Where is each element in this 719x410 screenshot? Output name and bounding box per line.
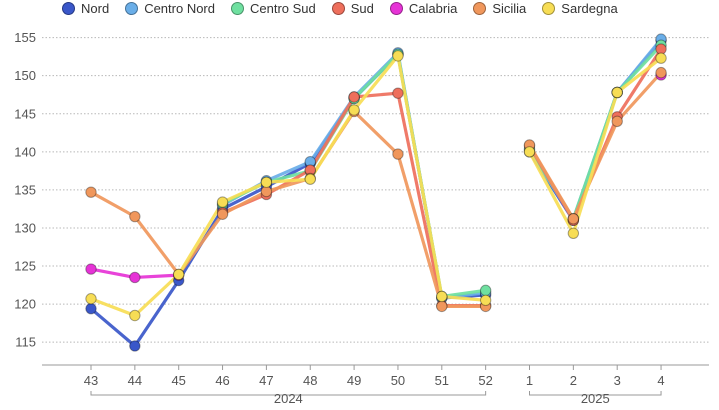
data-point-sicilia bbox=[85, 186, 97, 198]
y-tick-label: 140 bbox=[14, 144, 36, 159]
data-point-sardegna bbox=[85, 293, 97, 305]
data-point-sardegna bbox=[392, 50, 404, 62]
data-point-sardegna bbox=[611, 86, 623, 99]
data-point-sardegna bbox=[173, 268, 185, 281]
data-point-sardegna bbox=[348, 104, 360, 116]
legend-label: Calabria bbox=[408, 0, 458, 16]
x-tick-label: 44 bbox=[128, 373, 142, 388]
series-points bbox=[85, 33, 667, 352]
x-tick-label: 50 bbox=[391, 373, 405, 388]
chart-legend: Nord Centro Nord Centro Sud Sud Calabria… bbox=[62, 0, 634, 16]
y-tick-label: 155 bbox=[14, 30, 36, 45]
legend-swatch bbox=[62, 1, 75, 15]
series-line-sardegna bbox=[89, 54, 488, 318]
x-tick-label: 52 bbox=[478, 373, 492, 388]
data-point-sud bbox=[392, 87, 404, 99]
data-point-sicilia bbox=[611, 115, 623, 128]
y-tick-label: 150 bbox=[14, 68, 36, 83]
data-point-sicilia bbox=[216, 208, 229, 220]
series-lines bbox=[89, 37, 663, 348]
x-tick-label: 43 bbox=[84, 373, 98, 388]
series-line-centro-nord bbox=[220, 51, 488, 300]
legend-swatch bbox=[125, 1, 139, 15]
series-line-sardegna bbox=[527, 56, 663, 235]
x-tick-label: 46 bbox=[215, 373, 229, 388]
legend-swatch bbox=[389, 1, 403, 15]
data-point-sardegna bbox=[567, 227, 580, 239]
data-point-nord bbox=[85, 302, 97, 315]
legend-label: Centro Nord bbox=[144, 0, 215, 16]
data-point-sicilia bbox=[392, 148, 404, 160]
legend-label: Sardegna bbox=[561, 0, 618, 16]
data-point-sicilia bbox=[129, 210, 141, 223]
x-tick-label: 47 bbox=[259, 373, 273, 388]
x-tick-label: 1 bbox=[526, 373, 533, 388]
legend-item-sicilia[interactable]: Sicilia bbox=[473, 1, 526, 16]
data-point-sardegna bbox=[216, 196, 229, 208]
legend-label: Centro Sud bbox=[250, 0, 316, 16]
year-label: 2025 bbox=[581, 391, 610, 406]
x-tick-label: 48 bbox=[303, 373, 317, 388]
year-bracket bbox=[529, 391, 662, 396]
x-tick-label: 45 bbox=[171, 373, 185, 388]
data-point-sardegna bbox=[260, 176, 273, 188]
series-line-sud bbox=[220, 91, 488, 308]
y-axis: 115 120 125 130 135 140 145 150 155 bbox=[14, 30, 709, 366]
data-point-sardegna bbox=[655, 52, 667, 64]
legend-swatch bbox=[331, 1, 345, 15]
data-point-sicilia bbox=[655, 66, 667, 79]
legend-label: Sicilia bbox=[492, 0, 527, 16]
x-tick-label: 4 bbox=[657, 373, 664, 388]
y-tick-label: 130 bbox=[14, 220, 36, 235]
data-point-sardegna bbox=[436, 290, 448, 303]
x-axis: 43 44 45 46 47 48 49 50 51 52 1 2 3 4 2024 2025 bbox=[84, 365, 665, 406]
legend-swatch bbox=[542, 1, 556, 15]
legend-swatch bbox=[231, 1, 244, 15]
x-tick-label: 51 bbox=[435, 373, 449, 388]
series-line-centro-sud bbox=[220, 52, 488, 299]
data-point-sardegna bbox=[523, 146, 536, 158]
legend-item-centro-sud[interactable]: Centro Sud bbox=[231, 1, 316, 16]
legend-label: Nord bbox=[81, 0, 110, 16]
y-tick-label: 120 bbox=[14, 297, 36, 312]
y-tick-label: 125 bbox=[14, 259, 36, 274]
year-bracket bbox=[90, 391, 487, 396]
legend-item-sardegna[interactable]: Sardegna bbox=[542, 0, 618, 16]
x-tick-label: 3 bbox=[614, 373, 621, 388]
legend-label: Sud bbox=[350, 0, 374, 16]
data-point-sicilia bbox=[436, 300, 448, 313]
legend-swatch bbox=[473, 1, 487, 15]
legend-item-calabria[interactable]: Calabria bbox=[389, 0, 458, 16]
legend-item-nord[interactable]: Nord bbox=[62, 1, 109, 16]
data-point-sicilia bbox=[567, 213, 580, 225]
data-point-calabria bbox=[85, 263, 97, 275]
data-point-sardegna bbox=[304, 173, 316, 185]
data-point-centro-sud bbox=[479, 284, 492, 297]
y-tick-label: 145 bbox=[14, 106, 36, 121]
series-line-centro-sud bbox=[527, 43, 663, 221]
series-line-sicilia bbox=[527, 71, 663, 221]
data-point-sud bbox=[348, 91, 360, 103]
legend-item-centro-nord[interactable]: Centro Nord bbox=[125, 1, 215, 16]
x-tick-label: 49 bbox=[347, 373, 361, 388]
data-point-sardegna bbox=[479, 294, 492, 306]
data-point-sardegna bbox=[129, 309, 141, 322]
year-label: 2024 bbox=[274, 391, 303, 406]
y-tick-label: 115 bbox=[15, 335, 36, 350]
x-tick-label: 2 bbox=[570, 373, 577, 388]
legend-item-sud[interactable]: Sud bbox=[331, 0, 374, 16]
series-line-sicilia bbox=[89, 109, 488, 308]
data-point-calabria bbox=[129, 271, 141, 284]
y-tick-label: 135 bbox=[14, 182, 36, 197]
data-point-nord bbox=[129, 340, 141, 352]
